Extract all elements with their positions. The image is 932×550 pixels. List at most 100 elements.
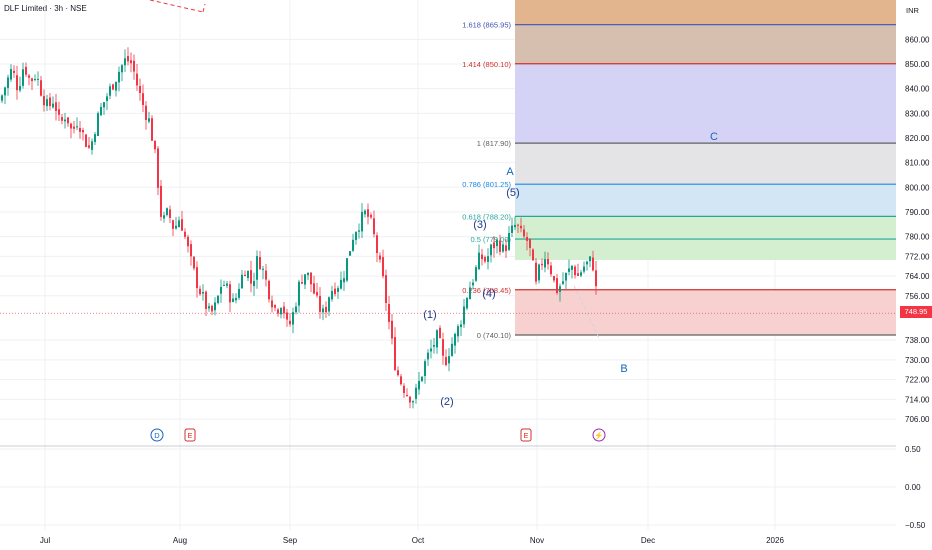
- candle-body: [346, 258, 348, 281]
- candle-body: [118, 71, 120, 83]
- candle-body: [304, 274, 306, 285]
- candle-body: [493, 242, 495, 249]
- price-axis[interactable]: 860.00 850.00 840.00 830.00 820.00 810.00 800.…: [905, 35, 930, 530]
- candle-body: [469, 287, 471, 300]
- candle-body: [64, 119, 66, 122]
- event-marker-icon: [520, 428, 532, 442]
- candle-body: [292, 312, 294, 325]
- candle-body: [580, 272, 582, 276]
- candle-body: [433, 344, 435, 347]
- candle-body: [208, 306, 210, 309]
- candle-body: [265, 270, 267, 280]
- candle-body: [574, 266, 576, 276]
- candle-body: [415, 387, 417, 399]
- candle-body: [331, 290, 333, 300]
- candle-body: [562, 281, 564, 284]
- candle-body: [406, 395, 408, 397]
- fib-levels: 1.618 (865.95) 1.414 (850.10) 1 (817.90) 0.…: [0, 21, 896, 340]
- candle-body: [130, 60, 132, 64]
- candle-body: [229, 284, 231, 303]
- candle-body: [421, 376, 423, 382]
- candle-body: [244, 274, 246, 277]
- candle-body: [523, 229, 525, 237]
- fib-level-label: 0.5 (779.00): [471, 235, 512, 244]
- event-marker-icon: [150, 428, 164, 442]
- price-tick-label: 850.00: [905, 60, 930, 69]
- candle-body: [451, 343, 453, 356]
- candle-body: [4, 87, 6, 96]
- candle-body: [517, 224, 519, 226]
- candle-body: [559, 286, 561, 292]
- projection-line: [573, 285, 601, 341]
- candle-body: [391, 320, 393, 339]
- candle-body: [226, 283, 228, 286]
- candle-body: [556, 278, 558, 294]
- price-tick-label: 714.00: [905, 395, 930, 404]
- currency-label: INR: [906, 6, 919, 15]
- candle-body: [511, 225, 513, 233]
- candle-body: [463, 306, 465, 325]
- time-tick-label: 2026: [766, 536, 784, 545]
- candle-body: [1, 95, 3, 101]
- candle-body: [442, 339, 444, 356]
- elliott-wave-label: (2): [440, 396, 453, 408]
- candle-body: [205, 291, 207, 309]
- candle-body: [181, 219, 183, 231]
- trend-line: [202, 3, 206, 13]
- time-axis[interactable]: Jul Aug Sep Oct Nov Dec 2026: [40, 536, 785, 545]
- candle-body: [133, 60, 135, 72]
- candle-body: [187, 236, 189, 247]
- candle-body: [22, 69, 24, 86]
- candle-body: [40, 80, 42, 96]
- time-tick-label: Jul: [40, 536, 50, 545]
- candle-body: [529, 238, 531, 248]
- candle-body: [202, 292, 204, 294]
- candle-body: [388, 304, 390, 323]
- fib-level-label: 0.618 (788.20): [462, 212, 511, 221]
- candle-body: [220, 286, 222, 294]
- fib-zone: [515, 216, 896, 261]
- candle-body: [259, 257, 261, 270]
- candle-body: [127, 56, 129, 62]
- candle-body: [436, 330, 438, 348]
- candle-body: [214, 302, 216, 311]
- candle-body: [373, 218, 375, 235]
- candle-body: [520, 225, 522, 229]
- candle-body: [295, 306, 297, 313]
- candle-body: [253, 280, 255, 287]
- candle-body: [397, 370, 399, 376]
- candle-body: [589, 256, 591, 262]
- time-tick-label: Oct: [412, 536, 425, 545]
- price-tick-label: 830.00: [905, 109, 930, 118]
- candle-body: [322, 308, 324, 313]
- event-marker-label: E: [523, 431, 528, 440]
- candle-body: [217, 295, 219, 304]
- candle-body: [58, 109, 60, 115]
- candle-body: [472, 282, 474, 286]
- elliott-wave-label: (4): [482, 288, 495, 300]
- annotations: (1) (2) (3) (4) (5) A B C D E E ⚡: [149, 0, 718, 442]
- candle-body: [412, 401, 414, 403]
- fib-zone: [515, 24, 896, 64]
- candle-body: [232, 298, 234, 302]
- candle-body: [553, 276, 555, 281]
- trend-line: [149, 0, 204, 13]
- fib-level-label: 0.236 (758.45): [462, 286, 511, 295]
- candle-body: [301, 282, 303, 284]
- candle-body: [160, 185, 162, 217]
- price-tick-label: 860.00: [905, 35, 930, 44]
- candle-body: [139, 85, 141, 93]
- candle-body: [196, 267, 198, 289]
- candle-body: [364, 210, 366, 215]
- candle-body: [298, 281, 300, 306]
- price-tick-label: 722.00: [905, 376, 930, 385]
- candle-body: [157, 148, 159, 188]
- candle-body: [307, 272, 309, 276]
- candle-body: [457, 326, 459, 337]
- candle-body: [97, 113, 99, 136]
- candle-body: [25, 66, 27, 75]
- price-tick-label: 730.00: [905, 356, 930, 365]
- candle-body: [490, 244, 492, 256]
- candle-body: [445, 357, 447, 366]
